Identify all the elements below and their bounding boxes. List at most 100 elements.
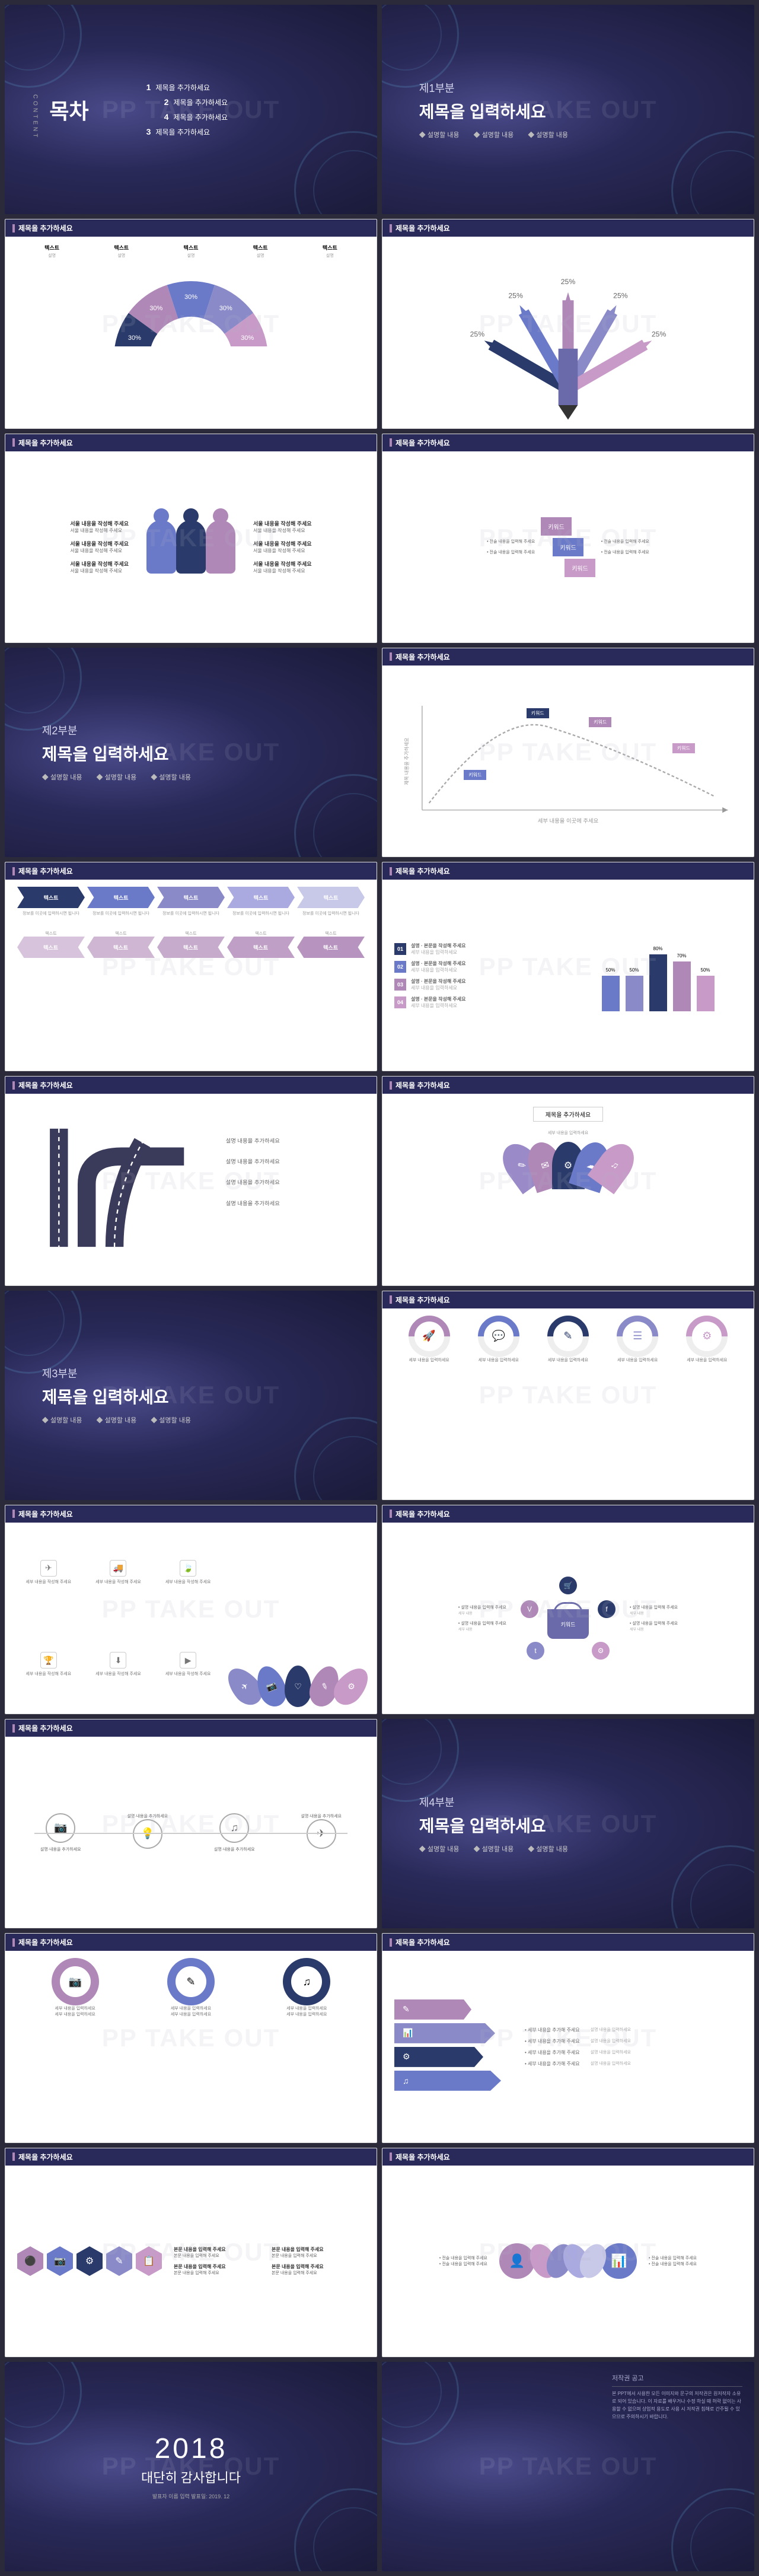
svg-text:설명 내용을 추가하세요: 설명 내용을 추가하세요 bbox=[226, 1159, 280, 1165]
arrow: 텍스트 bbox=[17, 937, 85, 958]
arrow: 텍스트 bbox=[87, 937, 155, 958]
slide-light: 제목을 추가하세요PP TAKE OUT서울 내용을 작성해 주세요서울 내용을… bbox=[5, 434, 377, 643]
slide-header: 제목을 추가하세요 bbox=[382, 1077, 754, 1094]
hex-icon: ⚙ bbox=[76, 2246, 103, 2276]
svg-text:30%: 30% bbox=[128, 335, 141, 342]
slide-header: 제목을 추가하세요 bbox=[382, 219, 754, 237]
final-year: 2018 bbox=[141, 2432, 241, 2465]
ring-text: 세부 내용을 입력하세요세부 내용을 입력하세요 bbox=[286, 2005, 327, 2017]
bullet: 설명할 내용 bbox=[97, 1415, 137, 1425]
icon-cell: ▶세부 내용을 작성해 주세요 bbox=[157, 1652, 219, 1677]
svg-text:설명 내용을 추가하세요: 설명 내용을 추가하세요 bbox=[226, 1201, 280, 1206]
text-item: 본문 내용을 입력해 주세요본문 내용을 입력해 주세요 bbox=[272, 2246, 365, 2259]
slide-light: 제목을 추가하세요PP TAKE OUT• 설명 내용을 입력해 주세요세부 내… bbox=[382, 1505, 754, 1714]
slide-header: 제목을 추가하세요 bbox=[5, 1934, 377, 1951]
toc-item: 4제목을 추가하세요 bbox=[164, 112, 228, 122]
slide-light: 제목을 추가하세요PP TAKE OUT 설명 내용을 추가하세요 설명 내용을… bbox=[5, 1076, 377, 1285]
bullet: 설명할 내용 bbox=[42, 1415, 82, 1425]
text-item: 서울 내용을 작성해 주세요서울 내용을 작성해 주세요 bbox=[70, 560, 129, 574]
part-label: 제2부분 bbox=[42, 722, 377, 738]
slide-light: 제목을 추가하세요PP TAKE OUT⚫📷⚙✎📋본문 내용을 입력해 주세요본… bbox=[5, 2148, 377, 2357]
flag: 키워드 bbox=[672, 743, 695, 753]
flag: 키워드 bbox=[589, 717, 611, 727]
bullet: 설명할 내용 bbox=[151, 772, 191, 782]
arc-icon: 🚀 bbox=[422, 1330, 435, 1342]
slide-header: 제목을 추가하세요 bbox=[5, 434, 377, 451]
arc-icon: ☰ bbox=[633, 1330, 642, 1342]
ribbon: ⚙ bbox=[394, 2047, 483, 2067]
person-icon bbox=[146, 520, 176, 574]
slide-light: 제목을 추가하세요PP TAKE OUT텍스트정보를 이곳에 입력하시면 됩니다… bbox=[5, 862, 377, 1071]
slide-light: 제목을 추가하세요PP TAKE OUT25%25%25%25%25% bbox=[382, 219, 754, 428]
donut-label: 텍스트설명 bbox=[253, 244, 268, 259]
slide-header: 제목을 추가하세요 bbox=[5, 1077, 377, 1094]
donut-label: 텍스트설명 bbox=[114, 244, 129, 259]
text-item: • 전술 내용을 입력해 주세요 bbox=[601, 549, 649, 555]
icon-cell: ⬇세부 내용을 작성해 주세요 bbox=[87, 1652, 150, 1677]
text-item: 본문 내용을 입력해 주세요본문 내용을 입력해 주세요 bbox=[174, 2263, 267, 2276]
slide-dark: PP TAKE OUT제2부분 제목을 입력하세요 설명할 내용설명할 내용설명… bbox=[5, 648, 377, 857]
text-item: • 설명 내용을 입력해 주세요세부 내용 bbox=[458, 1620, 506, 1632]
text-item: • 설명 내용을 입력해 주세요세부 내용 bbox=[630, 1620, 678, 1632]
arc-text: 세부 내용을 입력하세요 bbox=[687, 1357, 727, 1363]
donut-label: 텍스트설명 bbox=[184, 244, 199, 259]
keyword-box: 키워드 bbox=[541, 517, 572, 536]
text-item: 서울 내용을 작성해 주세요서울 내용을 작성해 주세요 bbox=[253, 540, 312, 554]
arrow: 텍스트 bbox=[227, 937, 295, 958]
arc-text: 세부 내용을 입력하세요 bbox=[409, 1357, 449, 1363]
svg-text:설명 내용을 추가하세요: 설명 내용을 추가하세요 bbox=[226, 1180, 280, 1186]
bullet: 설명할 내용 bbox=[419, 1844, 460, 1854]
bullet: 설명할 내용 bbox=[419, 130, 460, 139]
slide-light: 제목을 추가하세요PP TAKE OUT01설명 · 본문을 작성해 주세요세부… bbox=[382, 862, 754, 1071]
icon-cell: 🚚세부 내용을 작성해 주세요 bbox=[87, 1560, 150, 1585]
slide-dark: PP TAKE OUT제4부분 제목을 입력하세요 설명할 내용설명할 내용설명… bbox=[382, 1719, 754, 1928]
svg-text:설명 내용을 추가하세요: 설명 내용을 추가하세요 bbox=[226, 1138, 280, 1144]
part-title: 제목을 입력하세요 bbox=[42, 1384, 377, 1408]
slide-header: 제목을 추가하세요 bbox=[5, 219, 377, 237]
toc-item: 3제목을 추가하세요 bbox=[146, 127, 228, 137]
arc-text: 세부 내용을 입력하세요 bbox=[548, 1357, 588, 1363]
text-item: • 세부 내용을 추가해 주세요설명 내용을 입력하세요 bbox=[525, 2038, 742, 2045]
part-label: 제1부분 bbox=[419, 80, 754, 95]
arc-text: 세부 내용을 입력하세요 bbox=[479, 1357, 519, 1363]
part-title: 제목을 입력하세요 bbox=[419, 99, 754, 123]
arrow: 텍스트 bbox=[157, 887, 225, 908]
text-item: 서울 내용을 작성해 주세요서울 내용을 작성해 주세요 bbox=[70, 520, 129, 534]
slide-light: 제목을 추가하세요PP TAKE OUT🚀💬✎☰⚙세부 내용을 입력하세요세부 … bbox=[382, 1291, 754, 1500]
final-thanks: 대단히 감사합니다 bbox=[141, 2467, 241, 2486]
text-item: 서울 내용을 작성해 주세요서울 내용을 작성해 주세요 bbox=[253, 560, 312, 574]
text-item: 본문 내용을 입력해 주세요본문 내용을 입력해 주세요 bbox=[272, 2263, 365, 2276]
svg-text:제목 내용을 추가하세요: 제목 내용을 추가하세요 bbox=[403, 737, 409, 785]
arc-icon: 💬 bbox=[492, 1330, 505, 1342]
bullet: 설명할 내용 bbox=[528, 1844, 568, 1854]
svg-text:30%: 30% bbox=[241, 335, 254, 342]
slide-header: 제목을 추가하세요 bbox=[5, 1505, 377, 1523]
donut-label: 텍스트설명 bbox=[323, 244, 337, 259]
keyword-box: 키워드 bbox=[553, 538, 583, 556]
satellite-icon: ⚙ bbox=[592, 1642, 610, 1660]
arc-icon: ✎ bbox=[563, 1330, 572, 1342]
svg-text:30%: 30% bbox=[149, 305, 162, 312]
flag: 키워드 bbox=[464, 770, 486, 780]
bar-chart: 50%50%80%70%50% bbox=[574, 940, 742, 1011]
icon-cell: ✈세부 내용을 작성해 주세요 bbox=[17, 1560, 80, 1585]
icon-cell: 🏆세부 내용을 작성해 주세요 bbox=[17, 1652, 80, 1677]
slide-header: 제목을 추가하세요 bbox=[382, 862, 754, 880]
slide-dark: PP TAKE OUT제3부분 제목을 입력하세요 설명할 내용설명할 내용설명… bbox=[5, 1291, 377, 1500]
hex-icon: ✎ bbox=[106, 2246, 132, 2276]
hex-icon: 📷 bbox=[47, 2246, 73, 2276]
toc-item: 2제목을 추가하세요 bbox=[164, 97, 228, 107]
satellite-icon: 🛒 bbox=[559, 1577, 577, 1594]
slide-light: 제목을 추가하세요PP TAKE OUT✈세부 내용을 작성해 주세요🚚세부 내… bbox=[5, 1505, 377, 1714]
text-item: • 전술 내용을 입력해 주세요 bbox=[601, 539, 649, 545]
slide-dark: PP TAKE OUTCONTENT 목차1제목을 추가하세요2제목을 추가하세… bbox=[5, 5, 377, 214]
slide-light: 제목을 추가하세요PP TAKE OUT제목을 추가하세요세부 내용을 입력하세… bbox=[382, 1076, 754, 1285]
text-item: • 세부 내용을 추가해 주세요설명 내용을 입력하세요 bbox=[525, 2027, 742, 2033]
ring-text: 세부 내용을 입력하세요세부 내용을 입력하세요 bbox=[171, 2005, 211, 2017]
svg-text:25%: 25% bbox=[508, 292, 523, 300]
pencil-chart: 25%25%25%25%25% bbox=[394, 244, 742, 421]
text-item: 서울 내용을 작성해 주세요서울 내용을 작성해 주세요 bbox=[253, 520, 312, 534]
toc-item: 1제목을 추가하세요 bbox=[146, 82, 228, 93]
ring-text: 세부 내용을 입력하세요세부 내용을 입력하세요 bbox=[55, 2005, 95, 2017]
lotus-title: 제목을 추가하세요 bbox=[533, 1107, 603, 1122]
